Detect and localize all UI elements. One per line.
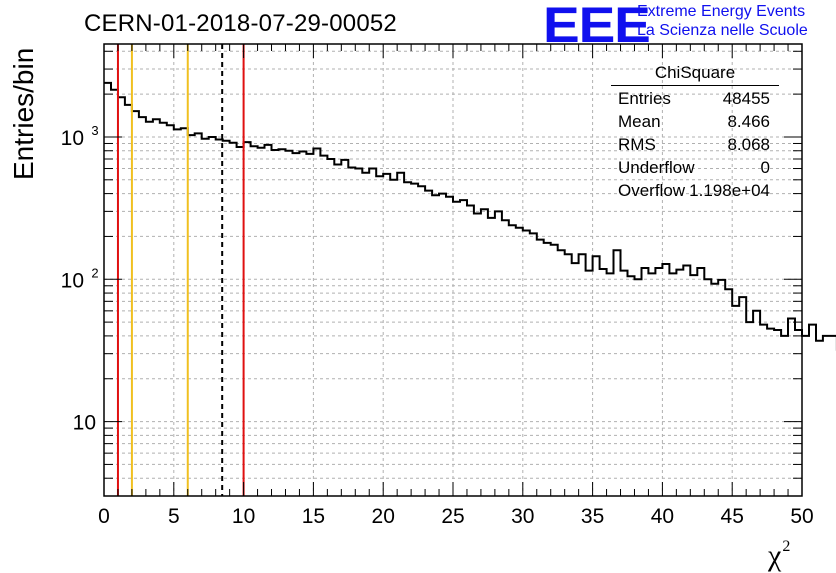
- stats-row-underflow: Underflow 0: [611, 158, 779, 181]
- stats-row-rms: RMS 8.068: [611, 135, 779, 158]
- stats-value: 48455: [722, 89, 770, 108]
- x-tick-label: 45: [721, 505, 744, 528]
- grid: [104, 44, 802, 496]
- y-tick-label: 10: [73, 412, 96, 435]
- x-tick-label: 15: [302, 505, 325, 528]
- x-tick-label: 20: [372, 505, 395, 528]
- stats-key: Entries: [618, 89, 671, 108]
- stats-value: 1.198e+04: [689, 181, 770, 200]
- y-tick-label: 10: [61, 269, 84, 292]
- stats-value: 0: [760, 158, 770, 177]
- stats-key: RMS: [618, 135, 656, 154]
- stats-row-entries: Entries 48455: [611, 89, 779, 112]
- x-tick-label: 25: [441, 505, 464, 528]
- x-tick-label: 10: [232, 505, 255, 528]
- x-axis-label-sup: 2: [782, 538, 791, 555]
- x-axis: 0 5 10 15 20 25 30 35 40 45 50: [98, 44, 814, 528]
- eee-logo: EEE: [543, 0, 651, 53]
- x-tick-label: 5: [168, 505, 180, 528]
- logo-tagline-1: Extreme Energy Events: [637, 3, 806, 20]
- stats-title: ChiSquare: [611, 63, 779, 86]
- x-axis-label: χ2: [768, 538, 790, 573]
- stats-value: 8.466: [727, 112, 770, 131]
- y-tick-label-exponent: 2: [91, 265, 98, 280]
- stats-row-overflow: Overflow 1.198e+04: [611, 181, 779, 204]
- stats-key: Mean: [618, 112, 661, 131]
- logo-tagline-2: La Scienza nelle Scuole: [637, 22, 808, 39]
- y-axis: 10 10 2 10 3: [61, 50, 802, 497]
- stats-key: Overflow: [618, 181, 686, 200]
- x-tick-label: 35: [581, 505, 604, 528]
- x-axis-label-chi: χ: [768, 539, 782, 572]
- stats-value: 8.068: [727, 135, 770, 154]
- y-axis-label: Entries/bin: [8, 47, 39, 180]
- stats-key: Underflow: [618, 158, 695, 177]
- y-tick-label-exponent: 3: [91, 123, 98, 138]
- stats-box: ChiSquare Entries 48455 Mean 8.466 RMS 8…: [611, 63, 779, 204]
- chart-title: CERN-01-2018-07-29-00052: [84, 10, 397, 37]
- y-tick-label: 10: [61, 127, 84, 150]
- histogram-series: [104, 81, 836, 351]
- stats-row-mean: Mean 8.466: [611, 112, 779, 135]
- x-tick-label: 30: [511, 505, 534, 528]
- x-tick-label: 50: [790, 505, 813, 528]
- x-tick-label: 0: [98, 505, 110, 528]
- x-tick-label: 40: [651, 505, 674, 528]
